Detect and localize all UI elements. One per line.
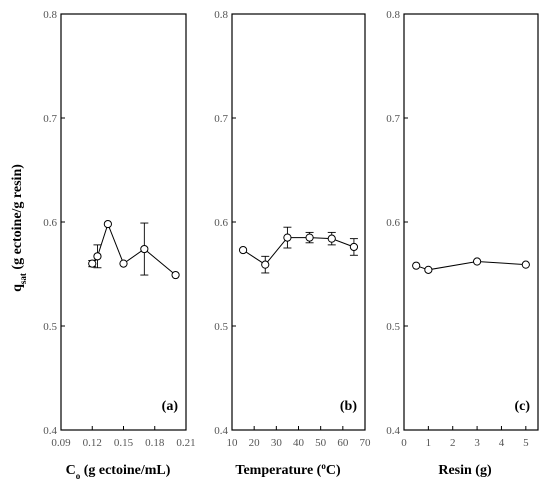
x-tick-label-b: 40	[293, 437, 305, 449]
panel-label-a: (a)	[162, 399, 179, 414]
y-tick-label-a: 0.6	[43, 217, 57, 229]
x-axis-title-c: Resin (g)	[438, 463, 492, 478]
y-tick-label-c: 0.7	[386, 113, 400, 125]
x-tick-label-c: 4	[499, 437, 505, 449]
series-line-b	[242, 237, 355, 266]
plot-frame-c	[403, 13, 539, 431]
data-point-a	[171, 270, 180, 280]
y-tick-label-c: 0.6	[386, 217, 400, 229]
x-axis-title-b: Temperature (oC)	[235, 461, 341, 478]
data-point-c	[424, 265, 433, 274]
x-tick-label-b: 70	[360, 437, 372, 449]
x-tick-label-c: 3	[474, 437, 480, 449]
x-tick-label-b: 50	[315, 437, 327, 449]
y-tick-label-b: 0.8	[214, 9, 228, 21]
panel-c: 0.4 0.5 0.6 0.7 0.8 0 1 2 3 4 5 (c)	[386, 9, 539, 449]
panel-a: 0.4 0.5 0.6 0.7 0.8 0.09 0.12 0.15 0.18 0.21 (a)	[43, 9, 195, 449]
series-line-c	[416, 260, 526, 271]
data-point-a	[119, 259, 128, 268]
data-point-c	[412, 261, 421, 270]
x-tick-label-a: 0.15	[114, 437, 134, 449]
x-tick-label-b: 10	[227, 437, 239, 449]
y-tick-label-b: 0.5	[214, 321, 228, 333]
panel-label-c: (c)	[514, 399, 530, 414]
x-tick-label-a: 0.18	[145, 437, 165, 449]
data-point-b	[238, 245, 248, 255]
y-tick-label-a: 0.8	[43, 9, 57, 21]
plot-frame-a	[60, 13, 187, 431]
data-point-b	[283, 233, 292, 242]
data-point-a	[103, 219, 112, 229]
panel-label-b: (b)	[340, 399, 357, 414]
x-tick-label-b: 60	[337, 437, 349, 449]
data-point-b	[349, 242, 359, 252]
y-tick-label-a: 0.5	[43, 321, 57, 333]
x-tick-label-a: 0.09	[51, 437, 71, 449]
x-axis-title-a: Co (g ectoine/mL)	[66, 463, 171, 481]
plot-frame-b	[231, 13, 366, 431]
data-point-b	[261, 260, 270, 269]
y-tick-label-b: 0.4	[214, 425, 228, 437]
data-point-c	[472, 257, 482, 266]
data-point-a	[140, 244, 149, 254]
x-tick-label-b: 20	[249, 437, 261, 449]
y-tick-label-c: 0.4	[386, 425, 400, 437]
x-tick-label-c: 1	[426, 437, 432, 449]
x-tick-label-a: 0.21	[176, 437, 195, 449]
y-axis-title: qsat (g ectoine/g resin)	[10, 164, 28, 292]
data-point-a	[93, 252, 102, 261]
data-point-b	[305, 233, 314, 242]
x-tick-label-b: 30	[271, 437, 283, 449]
x-tick-label-c: 2	[450, 437, 456, 449]
series-line-a	[91, 222, 176, 276]
y-tick-label-a: 0.7	[43, 113, 57, 125]
x-tick-label-a: 0.12	[83, 437, 102, 449]
panel-b: 0.4 0.5 0.6 0.7 0.8 10 20 30 40 50 60 70 (b)	[214, 9, 371, 449]
x-tick-label-c: 5	[523, 437, 529, 449]
data-point-b	[327, 234, 336, 243]
y-tick-label-b: 0.7	[214, 113, 228, 125]
x-tick-label-c: 0	[401, 437, 407, 449]
data-point-a	[88, 259, 97, 268]
y-tick-label-c: 0.5	[386, 321, 400, 333]
y-tick-label-a: 0.4	[43, 425, 57, 437]
y-tick-label-c: 0.8	[386, 9, 400, 21]
data-point-c	[521, 260, 530, 269]
y-tick-label-b: 0.6	[214, 217, 228, 229]
